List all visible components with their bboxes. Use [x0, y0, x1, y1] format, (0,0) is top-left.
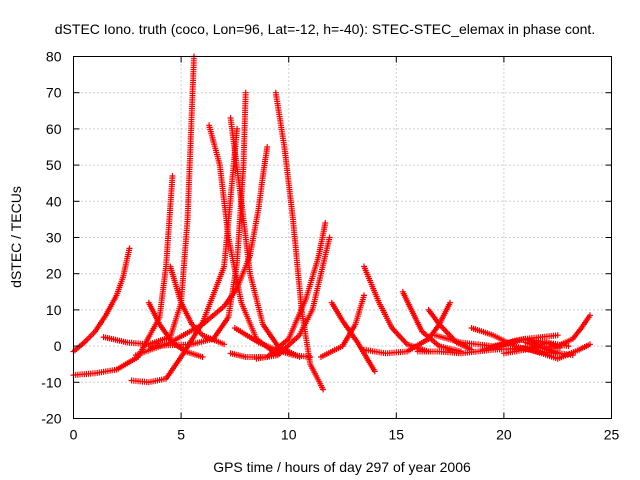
x-tick-label: 15: [389, 427, 405, 443]
y-tick-label: 40: [46, 193, 62, 209]
data-series: [167, 263, 228, 348]
series-markers: [70, 245, 133, 355]
data-series: [361, 263, 432, 355]
x-tick-label: 25: [604, 427, 620, 443]
series-markers: [361, 263, 432, 355]
series-markers: [167, 263, 228, 348]
x-axis-label: GPS time / hours of day 297 of year 2006: [213, 459, 471, 475]
grid-lines: [73, 56, 612, 419]
series-markers: [399, 288, 464, 355]
y-tick-label: 30: [46, 230, 62, 246]
series-markers: [328, 299, 378, 375]
series-markers: [253, 234, 333, 362]
data-series: [399, 288, 464, 355]
series-markers: [227, 115, 303, 360]
series-markers: [318, 292, 367, 360]
series-markers: [145, 299, 206, 360]
x-tick-labels: 0 5 10 15 20 25: [70, 427, 620, 443]
y-axis-label: dSTEC / TECUs: [8, 186, 24, 288]
series-markers: [227, 220, 329, 360]
y-tick-label: 80: [46, 49, 62, 65]
y-tick-label: 10: [46, 302, 62, 318]
y-tick-label: 20: [46, 266, 62, 282]
data-series: [145, 299, 206, 360]
data-series: [328, 299, 378, 375]
x-tick-label: 0: [70, 427, 78, 443]
data-points: [70, 53, 593, 393]
axis-ticks: [73, 56, 612, 419]
data-series: [500, 339, 572, 357]
data-series: [227, 220, 329, 360]
y-tick-label: -10: [41, 374, 61, 390]
data-series: [253, 234, 333, 362]
chart-title: dSTEC Iono. truth (coco, Lon=96, Lat=-12…: [55, 21, 595, 37]
data-series: [318, 292, 367, 360]
y-tick-label: 0: [54, 338, 62, 354]
x-tick-label: 10: [281, 427, 297, 443]
data-series: [70, 245, 133, 355]
series-markers: [231, 325, 314, 360]
y-tick-labels: -20 -10 0 10 20 30 40 50 60 70 80: [41, 49, 61, 427]
y-tick-label: 50: [46, 157, 62, 173]
data-series: [231, 325, 314, 360]
y-tick-label: 60: [46, 121, 62, 137]
series-markers: [100, 53, 197, 348]
y-tick-label: 70: [46, 85, 62, 101]
y-tick-label: -20: [41, 411, 61, 427]
x-tick-label: 20: [496, 427, 512, 443]
data-series: [227, 115, 303, 360]
data-series: [100, 53, 197, 348]
x-tick-label: 5: [177, 427, 185, 443]
series-markers: [500, 339, 572, 357]
